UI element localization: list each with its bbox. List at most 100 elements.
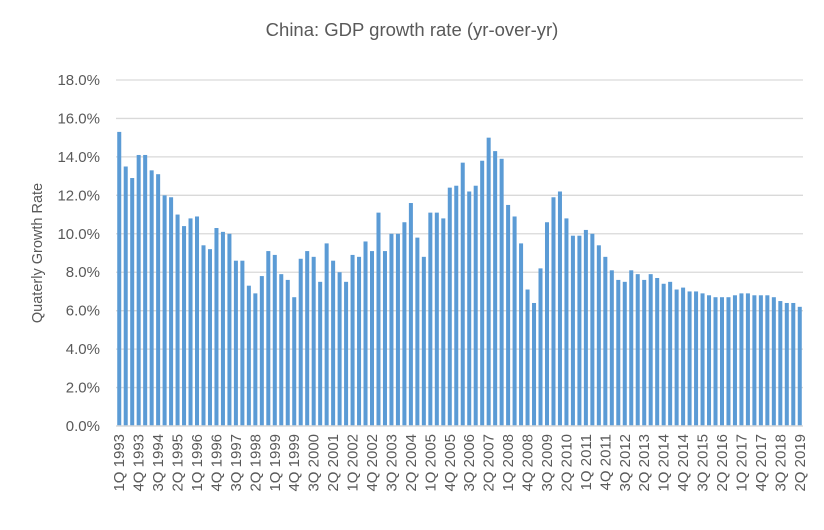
bar <box>182 226 187 426</box>
bar <box>136 154 141 426</box>
y-tick-label: 14.0% <box>57 149 100 166</box>
bar <box>344 281 349 426</box>
bar <box>771 297 776 426</box>
chart-title: China: GDP growth rate (yr-over-yr) <box>266 19 559 40</box>
x-tick-label: 2Q 2016 <box>714 434 731 492</box>
x-tick-label: 4Q 1993 <box>131 434 148 492</box>
bar <box>557 191 562 426</box>
bar <box>506 204 511 426</box>
x-tick-label: 1Q 1999 <box>267 434 284 492</box>
bar <box>519 243 524 426</box>
x-tick-label: 3Q 2018 <box>772 434 789 492</box>
x-tick-label: 2Q 1998 <box>247 434 264 492</box>
x-tick-label: 1Q 1993 <box>111 434 128 492</box>
bar <box>447 187 452 426</box>
bar <box>201 245 206 426</box>
bar <box>233 260 238 426</box>
x-tick-label: 4Q 2017 <box>753 434 770 492</box>
x-tick-label: 4Q 1996 <box>208 434 225 492</box>
gridlines <box>116 79 803 389</box>
bar <box>797 306 802 426</box>
y-tick-label: 12.0% <box>57 187 100 204</box>
bar <box>292 297 297 426</box>
bar <box>324 243 329 426</box>
bar <box>117 131 122 426</box>
bars <box>117 131 802 427</box>
x-tick-label: 2Q 2007 <box>481 434 498 492</box>
bar <box>188 218 193 426</box>
x-tick-label: 3Q 2015 <box>695 434 712 492</box>
bar <box>240 260 245 426</box>
y-tick-label: 18.0% <box>57 72 100 89</box>
bar <box>745 293 750 426</box>
bar <box>596 245 601 426</box>
y-tick-label: 10.0% <box>57 226 100 243</box>
bar <box>214 228 219 426</box>
bar <box>389 233 394 426</box>
bar <box>169 197 174 426</box>
x-tick-label: 3Q 2009 <box>539 434 556 492</box>
bar <box>162 195 167 426</box>
bar <box>719 297 724 426</box>
bar <box>668 281 673 426</box>
x-tick-label: 4Q 2008 <box>520 434 537 492</box>
bar <box>253 293 258 426</box>
bar <box>350 254 355 426</box>
bar <box>564 218 569 426</box>
bar <box>765 295 770 426</box>
bar <box>357 256 362 426</box>
x-tick-label: 3Q 1994 <box>150 434 167 492</box>
y-axis-ticks: 0.0% 2.0% 4.0% 6.0% 8.0% 10.0% 12.0% 14.0% 16.0%… <box>57 72 100 435</box>
bar <box>246 285 251 426</box>
x-tick-label: 2Q 1995 <box>170 434 187 492</box>
bar <box>285 279 290 426</box>
bar <box>732 295 737 426</box>
x-tick-label: 3Q 2006 <box>461 434 478 492</box>
bar <box>758 295 763 426</box>
bar <box>207 249 212 426</box>
y-tick-label: 16.0% <box>57 110 100 127</box>
bar <box>681 287 686 426</box>
bar <box>266 251 271 426</box>
bar <box>259 276 264 426</box>
bar <box>434 212 439 426</box>
bar <box>583 229 588 426</box>
bar <box>428 212 433 426</box>
bar <box>441 218 446 426</box>
bar <box>616 279 621 426</box>
bar <box>227 233 232 426</box>
bar <box>311 256 316 426</box>
bar <box>752 295 757 426</box>
bar <box>590 233 595 426</box>
x-tick-label: 2Q 2004 <box>403 434 420 492</box>
x-tick-label: 4Q 1999 <box>286 434 303 492</box>
bar <box>700 293 705 426</box>
x-tick-label: 1Q 2005 <box>422 434 439 492</box>
bar <box>778 301 783 426</box>
bar <box>655 277 660 426</box>
bar <box>661 283 666 426</box>
bar <box>784 302 789 426</box>
bar <box>220 231 225 426</box>
bar <box>525 289 530 426</box>
x-tick-label: 3Q 1997 <box>228 434 245 492</box>
bar <box>493 151 498 426</box>
y-tick-label: 8.0% <box>66 264 100 281</box>
bar <box>156 174 161 426</box>
bar <box>408 203 413 426</box>
bar <box>402 222 407 426</box>
bar <box>318 281 323 426</box>
bar <box>499 158 504 426</box>
bar <box>331 260 336 426</box>
x-tick-label: 4Q 2005 <box>442 434 459 492</box>
y-tick-label: 6.0% <box>66 303 100 320</box>
bar <box>454 185 459 426</box>
x-tick-label: 3Q 2012 <box>617 434 634 492</box>
x-tick-label: 4Q 2011 <box>597 434 614 490</box>
x-tick-label: 3Q 2000 <box>306 434 323 492</box>
bar <box>195 216 200 426</box>
bar <box>538 268 543 426</box>
bar <box>298 258 303 426</box>
